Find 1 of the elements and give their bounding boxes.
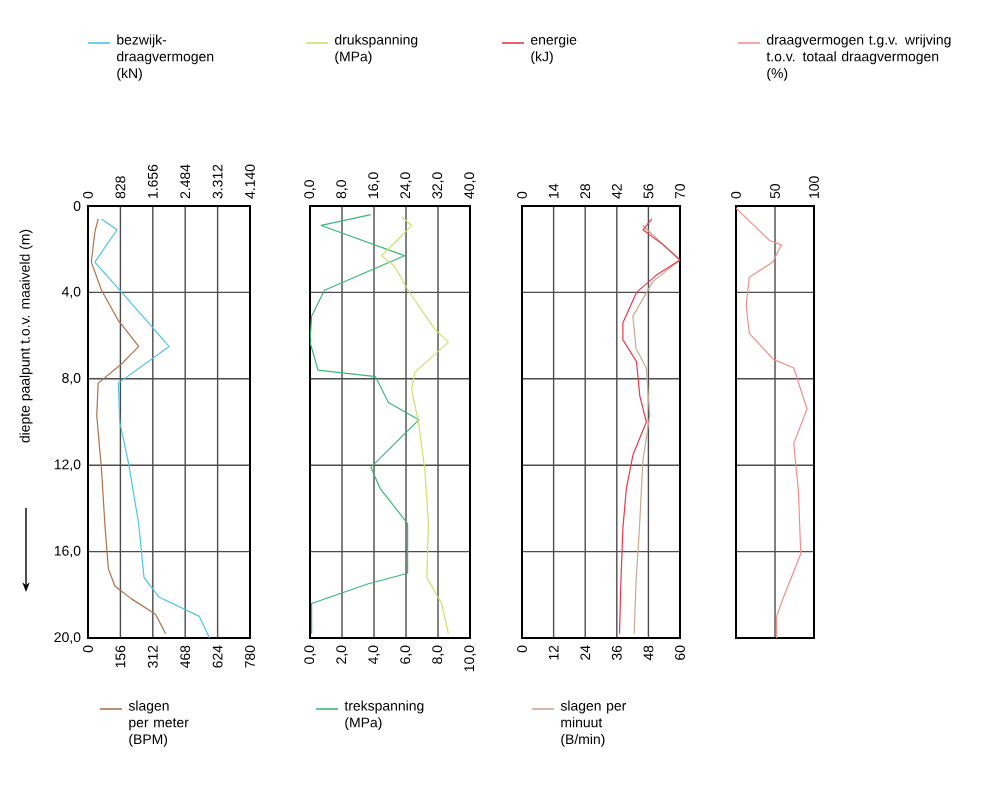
line-series xyxy=(90,218,167,635)
